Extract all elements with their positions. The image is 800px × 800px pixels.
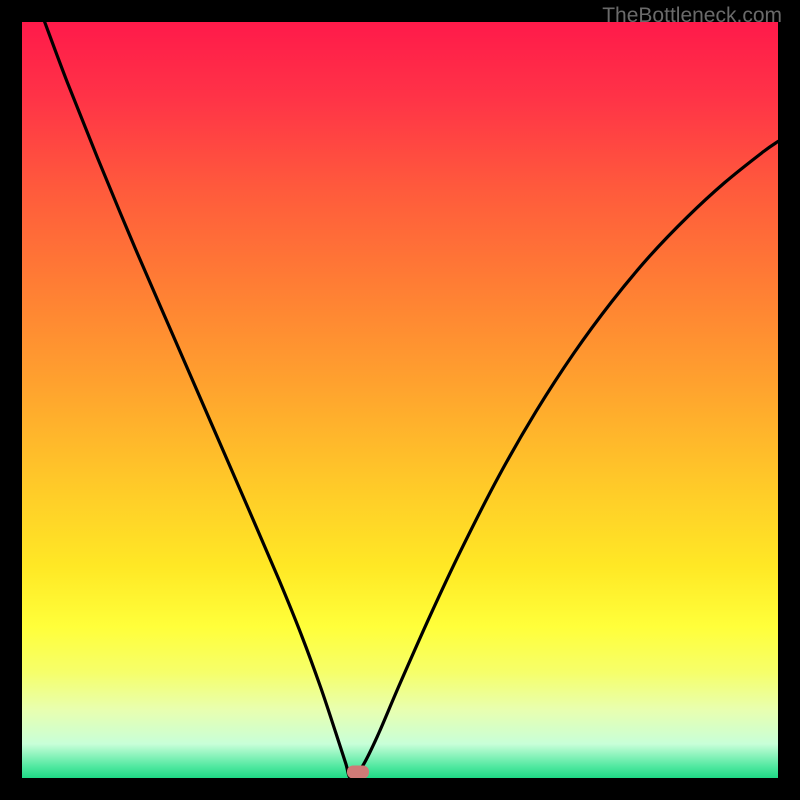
plot-frame [22, 22, 778, 778]
watermark-text: TheBottleneck.com [602, 4, 782, 28]
chart-root: TheBottleneck.com [0, 0, 800, 800]
